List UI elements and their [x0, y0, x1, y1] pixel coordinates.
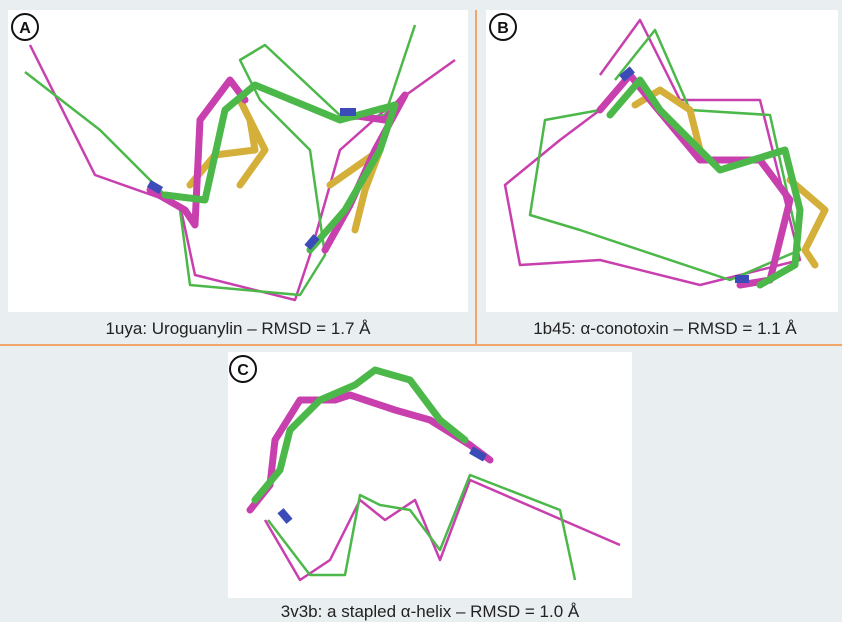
structure-image: [8, 10, 468, 312]
nitrogen: [340, 108, 356, 116]
panel-caption: 1b45: α-conotoxin – RMSD = 1.1 Å: [533, 319, 797, 338]
panel-caption: 3v3b: a stapled α-helix – RMSD = 1.0 Å: [281, 602, 580, 621]
panel-a: A 1uya: Uroguanylin – RMSD = 1.7 Å: [8, 10, 468, 338]
backbone: [28, 44, 456, 302]
residue: [246, 391, 494, 514]
panel-label: A: [19, 20, 31, 37]
nitrogen: [146, 180, 164, 194]
backbone: [267, 473, 577, 581]
nitrogen: [469, 446, 487, 462]
panel-label: C: [237, 362, 249, 379]
nitrogen: [277, 508, 293, 524]
nitrogen: [304, 234, 320, 250]
residue: [606, 76, 804, 289]
residue: [251, 366, 469, 504]
panel-caption: 1uya: Uroguanylin – RMSD = 1.7 Å: [105, 319, 371, 338]
panel-badge: [489, 13, 517, 41]
backbone: [528, 28, 802, 282]
panel-b: B 1b45: α-conotoxin – RMSD = 1.1 Å: [486, 10, 838, 338]
disulfide: [786, 176, 829, 269]
residue: [146, 76, 249, 229]
residue: [161, 81, 399, 254]
panel-c: C 3v3b: a stapled α-helix – RMSD = 1.0 Å: [228, 352, 632, 621]
disulfide: [326, 146, 384, 234]
panel-badge: [229, 355, 257, 383]
nitrogen: [619, 66, 635, 82]
nitrogen: [735, 275, 749, 283]
residue: [596, 71, 794, 289]
panel-label: B: [497, 20, 509, 37]
panel-badge: [11, 13, 39, 41]
